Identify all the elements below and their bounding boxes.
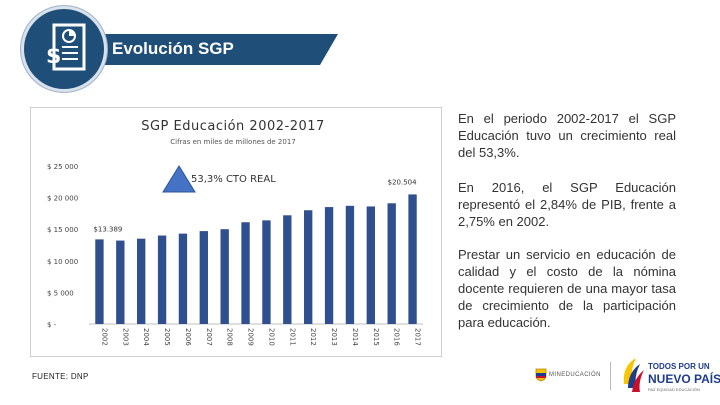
chart-container: SGP Educación 2002-2017 Cifras en miles d… — [30, 107, 442, 357]
flag-swoosh-icon — [623, 358, 644, 392]
data-label: $20.504 — [388, 178, 417, 186]
header-band — [95, 34, 338, 65]
x-tick-label: 2010 — [267, 328, 275, 346]
todos-line1: TODOS POR UN — [648, 362, 710, 371]
bar — [283, 215, 292, 324]
paragraph-pib: En 2016, el SGP Educación representó el … — [458, 180, 676, 229]
x-tick-label: 2007 — [205, 328, 213, 346]
bar — [408, 194, 417, 324]
mineducacion-text: MINEDUCACIÓN — [549, 372, 601, 378]
chart-subtitle: Cifras en miles de millones de 2017 — [170, 138, 296, 146]
data-label: $13.389 — [93, 225, 122, 233]
chart-title: SGP Educación 2002-2017 — [141, 119, 325, 134]
bar — [157, 235, 167, 324]
chart-annotation: 53,3% CTO REAL — [191, 174, 276, 185]
bar — [220, 229, 229, 324]
bar-chart: SGP Educación 2002-2017 Cifras en miles d… — [47, 119, 423, 346]
x-tick-label: 2013 — [330, 328, 338, 346]
todos-por-un-nuevo-pais-logo: TODOS POR UN NUEVO PAÍS PAZ EQUIDAD EDUC… — [620, 352, 720, 398]
x-tick-label: 2006 — [184, 328, 192, 346]
paragraph-growth: En el periodo 2002-2017 el SGP Educación… — [458, 111, 676, 160]
y-tick-label: $ 5 000 — [47, 289, 74, 297]
page-title: Evolución SGP — [112, 39, 234, 58]
x-tick-label: 2011 — [288, 328, 296, 346]
y-tick-label: $ 20 000 — [47, 195, 78, 203]
bar — [345, 205, 355, 324]
x-tick-label: 2004 — [142, 328, 150, 346]
todos-line3: PAZ EQUIDAD EDUCACIÓN — [648, 387, 700, 392]
growth-triangle — [162, 165, 196, 193]
x-tick-label: 2002 — [100, 328, 108, 346]
y-tick-label: $ 25 000 — [47, 163, 78, 171]
x-tick-label: 2003 — [121, 328, 129, 346]
x-tick-label: 2008 — [226, 328, 234, 346]
paragraph-quality: Prestar un servicio en educación de cali… — [458, 247, 676, 330]
source-note: FUENTE: DNP — [32, 372, 89, 381]
mineducacion-logo: MINEDUCACIÓN — [535, 362, 611, 390]
bar — [387, 203, 396, 324]
y-tick-label: $ 15 000 — [47, 226, 78, 234]
y-tick-label: $ 10 000 — [47, 258, 78, 266]
todos-line2: NUEVO PAÍS — [648, 372, 720, 386]
bar — [304, 210, 313, 324]
x-tick-label: 2012 — [309, 328, 317, 346]
bar — [95, 239, 104, 324]
bar — [137, 238, 146, 324]
x-tick-label: 2015 — [372, 328, 380, 346]
x-tick-label: 2005 — [163, 328, 171, 346]
x-tick-label: 2016 — [393, 328, 401, 346]
x-tick-label: 2009 — [247, 328, 255, 346]
document-money-icon: $ — [24, 9, 104, 89]
bar — [262, 220, 271, 324]
coat-of-arms-icon — [535, 368, 547, 382]
bar — [241, 222, 250, 324]
bar — [366, 206, 375, 324]
x-tick-label: 2017 — [414, 328, 422, 346]
bar — [199, 231, 208, 324]
x-tick-label: 2014 — [351, 328, 359, 346]
bar — [324, 207, 334, 324]
bar — [178, 233, 188, 324]
svg-text:$: $ — [46, 44, 61, 69]
bar — [116, 240, 125, 324]
y-tick-label: $ - — [47, 321, 57, 329]
